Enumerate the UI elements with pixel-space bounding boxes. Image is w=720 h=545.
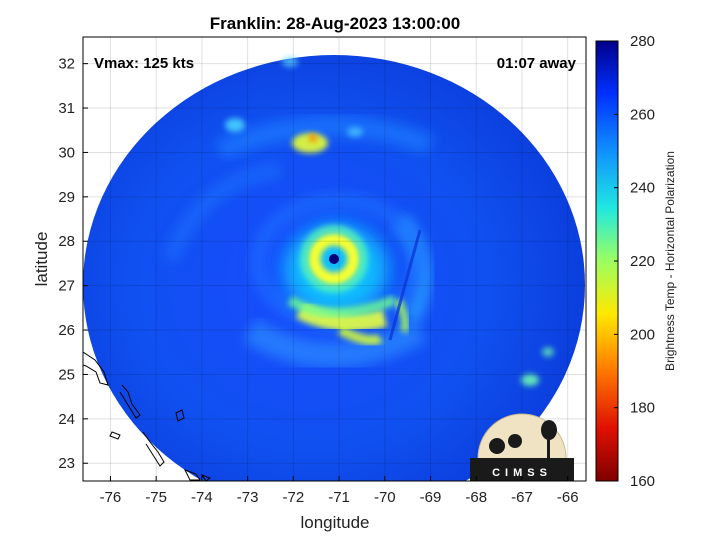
grid (83, 37, 586, 481)
convective-cell-north-core (309, 134, 317, 142)
x-tick-label: -68 (465, 489, 487, 506)
convective-cell-nw (225, 118, 245, 132)
x-tick-label: -72 (283, 489, 305, 506)
y-tick-label: 28 (58, 233, 75, 250)
x-tick-label: -70 (374, 489, 396, 506)
eyewall (307, 232, 361, 286)
time-away-annotation: 01:07 away (497, 55, 577, 72)
logo-ground (470, 458, 574, 481)
y-tick-label: 23 (58, 455, 75, 472)
coastline-cat-island (109, 431, 121, 440)
x-tick-label: -73 (237, 489, 259, 506)
plot-frame (82, 36, 587, 482)
y-tick-label: 29 (58, 189, 75, 206)
y-tick-label: 26 (58, 322, 75, 339)
x-tick-label: -75 (145, 489, 167, 506)
convective-cell-n3 (347, 127, 363, 137)
colorbar-tick-label: 220 (630, 253, 655, 270)
x-axis: -76 -75 -74 -73 -72 -71 -70 -69 -68 -67 -66 (100, 476, 579, 506)
y-tick-label: 27 (58, 278, 75, 295)
x-tick-label: -69 (420, 489, 442, 506)
x-tick-label: -67 (511, 489, 533, 506)
coastline-san-salvador (175, 409, 185, 422)
rainband-lower (337, 325, 383, 346)
x-tick-label: -74 (191, 489, 213, 506)
colorbar-tick-label: 200 (630, 326, 655, 343)
chart-title: Franklin: 28-Aug-2023 13:00:00 (210, 14, 460, 33)
convective-cell-north (292, 133, 328, 153)
coastline-andros (83, 351, 109, 386)
logo-dish-left (489, 438, 505, 454)
colorbar-tick-label: 280 (630, 33, 655, 50)
convective-cell-n2 (282, 57, 298, 67)
coastline-inagua (200, 473, 212, 481)
x-tick-label: -71 (328, 489, 350, 506)
coastline-eleuthera (119, 384, 141, 419)
vmax-annotation: Vmax: 125 kts (94, 55, 194, 72)
band-south (243, 318, 427, 368)
y-tick-label: 25 (58, 366, 75, 383)
rainband-yellow (295, 301, 388, 332)
swath-seam (388, 229, 422, 341)
band-outer-north (216, 116, 434, 160)
rainband-green (287, 295, 397, 318)
colorbar-tick-label: 240 (630, 180, 655, 197)
convective-cell-east (521, 374, 539, 386)
x-axis-label: longitude (300, 513, 369, 532)
coastlines (83, 351, 212, 481)
plot-content: CIMSS (83, 37, 586, 481)
band-outer-west (162, 162, 282, 263)
y-tick-label: 24 (58, 411, 75, 428)
logo-tower-tank (541, 420, 557, 440)
colorbar-tick-label: 260 (630, 106, 655, 123)
coastline-acklins (183, 469, 201, 481)
colorbar-label: Brightness Temp - Horizontal Polarizatio… (663, 151, 677, 371)
eyewall-green (300, 225, 368, 293)
coastline-long-island (142, 431, 165, 467)
logo-tower-leg (547, 432, 550, 462)
cimss-logo: CIMSS (470, 413, 574, 481)
y-tick-label: 31 (58, 100, 75, 117)
colorbar-ticks: 160 180 200 220 240 260 280 (614, 33, 655, 490)
x-tick-label: -76 (100, 489, 122, 506)
logo-dish-mid (508, 434, 522, 448)
colorbar: 160 180 200 220 240 260 280 Brightness Temp - … (595, 33, 677, 490)
y-tick-label: 30 (58, 144, 75, 161)
y-axis-label: latitude (32, 232, 51, 287)
eye (329, 254, 339, 264)
colorbar-tick-label: 160 (630, 473, 655, 490)
swath (83, 55, 585, 481)
logo-text: CIMSS (492, 467, 552, 479)
convective-cell-ne (542, 347, 554, 357)
x-tick-label: -66 (557, 489, 579, 506)
y-axis: 23 24 25 26 27 28 29 30 31 32 (58, 56, 88, 472)
y-tick-label: 32 (58, 56, 75, 73)
colorbar-tick-label: 180 (630, 400, 655, 417)
